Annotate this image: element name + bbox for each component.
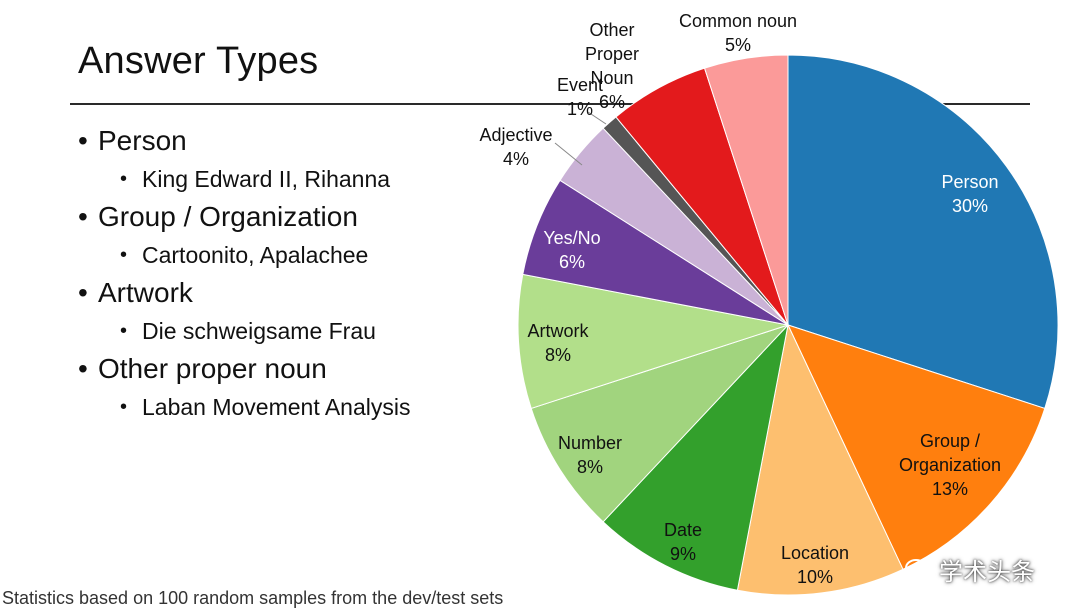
pie-slice-date <box>602 323 789 591</box>
slice-label-event: Event 1% <box>557 75 603 119</box>
slice-name-other-proper-noun: Other <box>589 20 634 40</box>
slice-value-common-noun: 5% <box>725 35 751 55</box>
slice-name-common-noun: Common noun <box>679 11 797 31</box>
slice-value-yes-no: 6% <box>559 252 585 272</box>
bullet-other-proper-noun: Other proper noun <box>78 350 411 388</box>
pie-slices <box>517 54 1059 596</box>
slice-name-other-proper-noun: Noun <box>590 68 633 88</box>
leader-line-event <box>587 111 607 125</box>
slice-name-group-organization: Organization <box>899 455 1001 475</box>
slide-title: Answer Types <box>78 40 319 82</box>
slice-value-group-organization: 13% <box>932 479 968 499</box>
slice-name-number: Number <box>558 433 622 453</box>
slice-label-group-organization: Group / Organization 13% <box>899 431 1001 499</box>
slice-value-other-proper-noun: 6% <box>599 92 625 112</box>
slice-value-adjective: 4% <box>503 149 529 169</box>
example-other-proper-noun: Laban Movement Analysis <box>120 388 411 426</box>
slice-label-yes-no: Yes/No 6% <box>543 228 600 272</box>
title-divider <box>70 103 1030 105</box>
slice-name-adjective: Adjective <box>479 125 552 145</box>
slice-label-common-noun: Common noun 5% <box>679 11 797 55</box>
slice-name-yes-no: Yes/No <box>543 228 600 248</box>
slice-label-adjective: Adjective 4% <box>479 125 552 169</box>
slice-name-other-proper-noun: Proper <box>585 44 639 64</box>
slice-value-person: 30% <box>952 196 988 216</box>
pie-slice-number <box>530 324 789 523</box>
slice-name-date: Date <box>664 520 702 540</box>
bullet-list: Person King Edward II, Rihanna Group / O… <box>78 122 411 426</box>
watermark-text: 学术头条 <box>939 559 1035 586</box>
pie-slice-artwork <box>517 273 789 410</box>
pie-slice-common-noun <box>703 54 789 326</box>
slice-name-group-organization: Group / <box>920 431 980 451</box>
slice-label-person: Person 30% <box>941 172 998 216</box>
slice-labels: Person 30% Group / Organization 13% Location 1… <box>479 11 1001 587</box>
pie-slice-person <box>787 54 1059 410</box>
leader-line-adjective <box>554 142 583 166</box>
wechat-icon <box>905 558 933 580</box>
example-group-organization: Cartoonito, Apalachee <box>120 236 411 274</box>
label-leaders <box>554 111 607 166</box>
slice-label-date: Date 9% <box>664 520 702 564</box>
slice-label-number: Number 8% <box>558 433 622 477</box>
slice-value-artwork: 8% <box>545 345 571 365</box>
slice-value-number: 8% <box>577 457 603 477</box>
slice-value-location: 10% <box>797 567 833 587</box>
pie-slice-location <box>736 323 904 596</box>
slice-name-event: Event <box>557 75 603 95</box>
bullet-person: Person <box>78 122 411 160</box>
slice-label-artwork: Artwork 8% <box>527 321 589 365</box>
slice-label-location: Location 10% <box>781 543 849 587</box>
slice-name-person: Person <box>941 172 998 192</box>
slice-name-artwork: Artwork <box>527 321 589 341</box>
watermark: 学术头条 <box>905 552 1035 587</box>
bullet-group-organization: Group / Organization <box>78 198 411 236</box>
slice-value-event: 1% <box>567 99 593 119</box>
bullet-artwork: Artwork <box>78 274 411 312</box>
slice-label-other-proper-noun: Other Proper Noun 6% <box>585 20 639 112</box>
example-artwork: Die schweigsame Frau <box>120 312 411 350</box>
example-person: King Edward II, Rihanna <box>120 160 411 198</box>
footer-note: Statistics based on 100 random samples f… <box>2 588 504 608</box>
slice-value-date: 9% <box>670 544 696 564</box>
slice-name-location: Location <box>781 543 849 563</box>
